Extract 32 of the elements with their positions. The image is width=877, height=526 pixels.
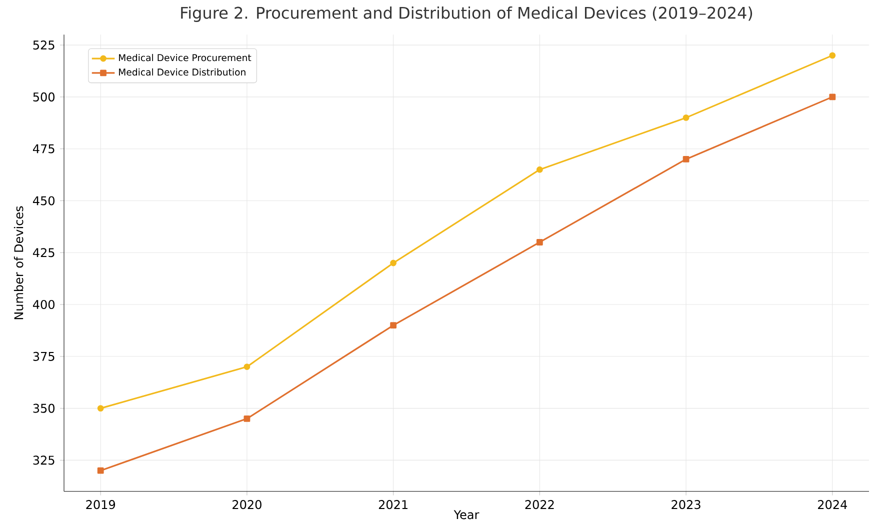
- legend-label: Medical Device Procurement: [119, 54, 252, 62]
- y-axis-title: Number of Devices: [14, 206, 24, 320]
- point: [536, 239, 543, 246]
- point: [244, 415, 250, 422]
- y-tick-label: 350: [33, 404, 54, 413]
- point: [97, 467, 104, 474]
- point: [390, 260, 397, 266]
- point: [536, 166, 543, 173]
- x-tick-label: 2024: [818, 500, 847, 510]
- y-tick-label: 425: [32, 248, 54, 258]
- y-tick-label: 325: [33, 456, 54, 465]
- x-axis-title: Year: [454, 510, 480, 520]
- chart-title: Figure 2. Procurement and Distribution of Medical Devices (2019–2024): [181, 6, 752, 22]
- point: [244, 364, 250, 370]
- x-tick-label: 2022: [525, 500, 554, 510]
- point: [829, 94, 836, 100]
- point: [390, 322, 397, 328]
- x-tick-label: 2023: [672, 500, 700, 510]
- y-tick-label: 400: [32, 300, 54, 310]
- y-tick-label: 375: [33, 352, 54, 361]
- y-tick-label: 450: [32, 196, 54, 206]
- x-tick-label: 2020: [232, 500, 262, 510]
- point: [682, 156, 690, 162]
- y-tick-label: 525: [33, 40, 54, 50]
- y-tick-label: 475: [32, 144, 54, 154]
- point: [97, 405, 104, 412]
- x-tick-label: 2021: [378, 500, 408, 510]
- point: [682, 114, 690, 121]
- y-tick-label: 500: [33, 92, 54, 102]
- legend-label: Medical Device Distribution: [119, 68, 246, 76]
- x-tick-label: 2019: [86, 500, 116, 510]
- point: [829, 52, 836, 59]
